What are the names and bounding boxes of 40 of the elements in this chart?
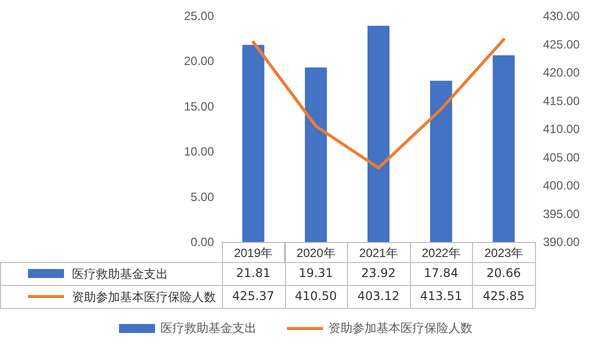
x-tick-label: 2022年 <box>422 246 460 260</box>
legend-label: 资助参加基本医疗保险人数 <box>72 289 216 306</box>
data-label: 410.50 <box>294 289 338 303</box>
data-label: 20.66 <box>486 266 522 280</box>
line-series <box>252 38 506 170</box>
text: 医疗救助基金支出 <box>160 321 256 335</box>
x-tick-label: 2020年 <box>296 246 336 260</box>
bar <box>430 80 452 242</box>
y-tick-label: 15.00 <box>184 99 214 114</box>
data-label: 21.81 <box>235 266 272 280</box>
y2-tick-label: 430.00 <box>543 9 580 23</box>
text: 资助参加基本医疗保险人数 <box>328 321 472 335</box>
data-label: 413.51 <box>419 289 464 303</box>
y2-tick-label: 415.00 <box>543 94 580 108</box>
bar <box>492 55 515 242</box>
data-label: 19.31 <box>298 266 334 280</box>
x-tick-label: 2019年 <box>234 246 273 260</box>
data-label: 425.85 <box>482 289 526 303</box>
y2-tick-label: 410.00 <box>543 122 580 136</box>
y-tick-label: 25.00 <box>184 9 214 23</box>
bar <box>242 44 264 242</box>
y2-tick-label: 425.00 <box>543 37 580 52</box>
y2-tick-label: 395.00 <box>543 206 580 221</box>
y-tick-label: 0.00 <box>190 235 214 249</box>
x-tick-label: 2021年 <box>359 246 398 260</box>
y2-tick-label: 390.00 <box>543 235 580 249</box>
x-tick-label: 2023年 <box>484 246 524 260</box>
bar <box>368 26 390 242</box>
y2-tick-label: 400.00 <box>543 178 580 192</box>
data-label: 403.12 <box>356 289 400 303</box>
y-tick-label: 20.00 <box>184 54 214 68</box>
data-label: 17.84 <box>422 266 460 280</box>
bar <box>304 67 327 242</box>
data-label: 23.92 <box>360 266 397 280</box>
y-tick-label: 5.00 <box>190 190 214 204</box>
y-tick-label: 10.00 <box>184 144 214 159</box>
legend-label: 医疗救助基金支出 <box>72 266 168 283</box>
y2-tick-label: 405.00 <box>543 150 580 164</box>
y2-tick-label: 420.00 <box>543 66 580 80</box>
data-label: 425.37 <box>231 289 276 303</box>
